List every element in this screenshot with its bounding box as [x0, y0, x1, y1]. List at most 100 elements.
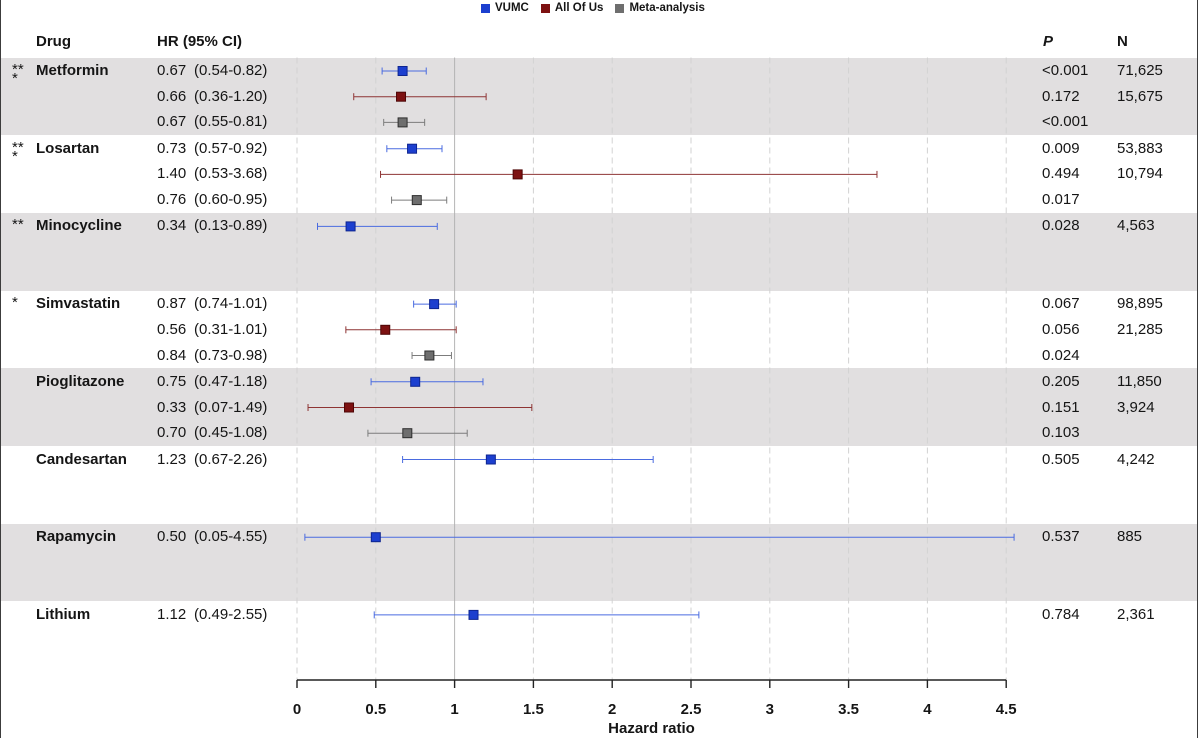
- significance-stars: *: [12, 294, 18, 312]
- drug-name: Pioglitazone: [36, 372, 125, 390]
- hr-marker: [429, 299, 440, 310]
- drug-name: Metformin: [36, 62, 109, 79]
- hr-value: 0.66: [157, 87, 187, 105]
- hr-marker: [411, 195, 422, 206]
- p-value: 0.784: [1042, 605, 1080, 623]
- p-value: 0.017: [1042, 191, 1080, 209]
- hr-value: 0.67: [157, 113, 187, 131]
- n-value: 4,563: [1117, 217, 1155, 235]
- n-value: 98,895: [1117, 295, 1163, 313]
- hr-value: 1.12: [157, 605, 187, 623]
- legend-swatch-meta-analysis: [615, 3, 625, 13]
- drug-name: Losartan: [36, 139, 100, 157]
- drug-name: Lithium: [36, 605, 91, 623]
- hr-marker: [345, 221, 356, 232]
- hr-value: 0.87: [157, 295, 187, 313]
- hr-value: 0.33: [157, 398, 187, 416]
- drug-name: Minocycline: [36, 217, 122, 235]
- ci-value: (0.47-1.18): [194, 372, 268, 390]
- ci-value: (0.45-1.08): [194, 424, 268, 442]
- legend: VUMC All Of Us Meta-analysis: [481, 1, 717, 15]
- ci-value: (0.31-1.01): [194, 320, 268, 338]
- ci-value: (0.07-1.49): [194, 398, 268, 416]
- n-value: 21,285: [1117, 320, 1163, 338]
- hr-marker: [402, 428, 413, 439]
- hr-value: 0.73: [157, 139, 187, 157]
- column-header-hr: HR (95% CI): [157, 33, 243, 50]
- hr-value: 0.56: [157, 320, 187, 338]
- p-value: 0.024: [1042, 346, 1080, 364]
- p-value: 0.505: [1042, 450, 1080, 468]
- hr-marker: [407, 143, 418, 154]
- p-value: 0.103: [1042, 424, 1080, 442]
- drug-group-band: [1, 368, 1197, 446]
- hr-marker: [344, 402, 355, 413]
- legend-item-all-of-us: All Of Us: [540, 1, 604, 15]
- hr-value: 1.40: [157, 165, 187, 183]
- ci-value: (0.36-1.20): [194, 87, 268, 105]
- hr-marker: [485, 454, 496, 465]
- hr-marker: [397, 117, 408, 128]
- drug-group-band: [1, 57, 1197, 136]
- significance-stars: **: [12, 216, 24, 234]
- drug-name: Simvastatin: [36, 295, 121, 313]
- x-tick-label: 1.5: [522, 701, 544, 718]
- p-value: 0.056: [1042, 320, 1080, 338]
- hr-marker: [396, 91, 407, 102]
- n-value: 53,883: [1117, 139, 1163, 157]
- hr-value: 0.70: [157, 424, 187, 442]
- n-value: 3,924: [1117, 398, 1155, 416]
- n-value: 71,625: [1117, 62, 1163, 79]
- ci-value: (0.55-0.81): [194, 113, 268, 131]
- hr-marker: [397, 66, 408, 76]
- drug-group-band: [1, 212, 1197, 291]
- n-value: 2,361: [1117, 605, 1155, 623]
- x-tick-label: 1: [450, 701, 459, 718]
- legend-label-meta-analysis: Meta-analysis: [629, 2, 705, 14]
- n-value: 4,242: [1117, 450, 1155, 468]
- n-value: 11,850: [1117, 372, 1162, 390]
- ci-value: (0.13-0.89): [194, 217, 268, 235]
- hr-value: 0.76: [157, 191, 187, 209]
- x-tick-label: 2: [608, 701, 617, 718]
- p-value: 0.172: [1042, 87, 1080, 105]
- ci-value: (0.49-2.55): [194, 605, 268, 623]
- p-value: 0.009: [1042, 139, 1080, 157]
- x-tick-label: 0.5: [365, 701, 387, 718]
- ci-value: (0.74-1.01): [194, 295, 268, 313]
- significance-stars: ***: [12, 138, 24, 165]
- ci-value: (0.57-0.92): [194, 139, 268, 157]
- column-header-drug: Drug: [36, 33, 71, 50]
- legend-swatch-all-of-us: [540, 3, 550, 13]
- n-value: 885: [1117, 528, 1143, 546]
- p-value: <0.001: [1042, 113, 1089, 131]
- hr-marker: [424, 350, 435, 361]
- x-tick-label: 0: [292, 701, 302, 718]
- column-header-n: N: [1117, 33, 1128, 50]
- hr-value: 0.34: [157, 217, 187, 235]
- hr-marker: [410, 376, 421, 387]
- p-value: 0.151: [1042, 398, 1080, 416]
- column-header-p: P: [1043, 33, 1054, 50]
- x-tick-label: 3.5: [838, 701, 860, 718]
- legend-item-vumc: VUMC: [481, 1, 529, 15]
- p-value: 0.537: [1042, 528, 1080, 546]
- drug-name: Candesartan: [36, 450, 127, 468]
- hr-marker: [468, 609, 479, 620]
- legend-item-meta-analysis: Meta-analysis: [615, 1, 705, 15]
- hr-marker: [380, 324, 391, 335]
- ci-value: (0.05-4.55): [194, 528, 268, 546]
- hr-value: 0.75: [157, 372, 187, 390]
- hr-value: 0.84: [157, 346, 187, 364]
- legend-label-all-of-us: All Of Us: [554, 2, 604, 14]
- hr-value: 1.23: [157, 450, 187, 468]
- x-axis-label: Hazard ratio: [608, 720, 695, 737]
- x-tick-label: 4: [923, 701, 932, 718]
- x-tick-label: 2.5: [680, 701, 702, 718]
- drug-name: Rapamycin: [36, 528, 117, 546]
- x-tick-label: 4.5: [995, 701, 1017, 718]
- x-tick-label: 3: [765, 701, 774, 718]
